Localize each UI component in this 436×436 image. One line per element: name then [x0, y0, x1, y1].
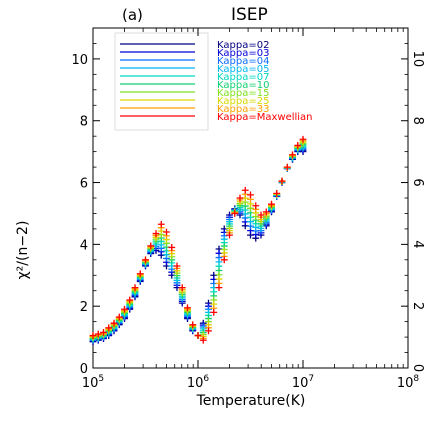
- legend-label: Kappa=02: [217, 40, 269, 51]
- chart-title: ISEP: [231, 5, 268, 25]
- axis-ticks: [92, 27, 409, 369]
- y-tick-label-mirrored: 10: [410, 51, 425, 68]
- data-point: [220, 256, 228, 264]
- data-point: [299, 135, 307, 143]
- data-point: [226, 231, 233, 239]
- data-point: [278, 177, 286, 185]
- data-point: [142, 256, 149, 264]
- data-point: [257, 211, 265, 219]
- legend-label: Kappa=10: [217, 80, 269, 91]
- data-point: [105, 324, 113, 332]
- data-point: [273, 189, 281, 197]
- x-tick-label: 105: [82, 374, 104, 391]
- y-axis-label: χ²/(n−2): [15, 221, 31, 280]
- y-tick-label: 8: [80, 115, 88, 130]
- data-point: [268, 200, 275, 208]
- y-tick-label-mirrored: 2: [410, 302, 425, 310]
- legend-label: Kappa=15: [217, 88, 269, 99]
- data-point: [147, 242, 155, 250]
- data-point: [121, 305, 128, 313]
- data-point: [100, 329, 107, 336]
- data-point: [241, 186, 249, 194]
- data-point: [236, 194, 244, 202]
- data-point: [189, 321, 197, 329]
- data-point: [131, 284, 139, 292]
- legend-label: Kappa=07: [217, 72, 269, 83]
- y-tick-label: 6: [80, 177, 88, 192]
- data-point: [184, 304, 191, 312]
- data-marks: [89, 135, 307, 346]
- data-point: [194, 332, 202, 339]
- data-point: [215, 284, 223, 292]
- y-tick-label: 10: [71, 53, 88, 68]
- y-tick-label: 4: [80, 238, 88, 253]
- data-point: [163, 228, 170, 236]
- data-point: [247, 191, 254, 199]
- data-point: [152, 230, 160, 237]
- legend-label: Kappa=33: [217, 104, 269, 115]
- data-point: [252, 202, 260, 210]
- data-point: [173, 262, 181, 270]
- data-point: [157, 220, 165, 228]
- data-point: [199, 336, 207, 344]
- data-point: [115, 313, 123, 321]
- series-kappa-maxwellian: [89, 135, 307, 344]
- data-point: [126, 296, 134, 304]
- axis-tick-labels: 0 0 2 2 4 4 6 6 8 8 10 10 105 106 107 108: [71, 51, 425, 391]
- data-point: [210, 308, 218, 316]
- legend-label: Kappa=Maxwellian: [217, 112, 313, 123]
- y-tick-label: 0: [80, 362, 88, 377]
- y-tick-label-mirrored: 4: [410, 240, 425, 248]
- x-tick-label: 107: [292, 374, 314, 391]
- y-tick-label-mirrored: 6: [410, 178, 425, 186]
- legend-label: Kappa=04: [217, 56, 269, 67]
- data-point: [294, 142, 302, 149]
- y-tick-label-mirrored: 0: [410, 364, 425, 372]
- y-tick-label: 2: [80, 300, 88, 315]
- x-tick-label: 108: [397, 374, 420, 391]
- data-point: [205, 327, 212, 335]
- legend-label: Kappa=05: [217, 64, 269, 75]
- data-point: [178, 284, 186, 292]
- data-point: [283, 163, 291, 171]
- data-point: [110, 319, 118, 327]
- data-point: [168, 244, 176, 251]
- data-point: [262, 208, 270, 216]
- data-point: [94, 330, 102, 338]
- data-point: [89, 332, 97, 339]
- legend-label: Kappa=03: [217, 48, 269, 59]
- x-axis-label: Temperature(K): [196, 393, 306, 409]
- legend-label: Kappa=25: [217, 96, 269, 107]
- y-tick-label-mirrored: 8: [410, 117, 425, 125]
- legend-box: [114, 32, 209, 131]
- data-point: [136, 270, 144, 278]
- data-point: [231, 210, 239, 217]
- panel-label: (a): [122, 6, 143, 24]
- data-point: [289, 151, 296, 159]
- legend: Kappa=02Kappa=03Kappa=04Kappa=05Kappa=07…: [120, 40, 313, 123]
- x-tick-label: 106: [187, 374, 210, 391]
